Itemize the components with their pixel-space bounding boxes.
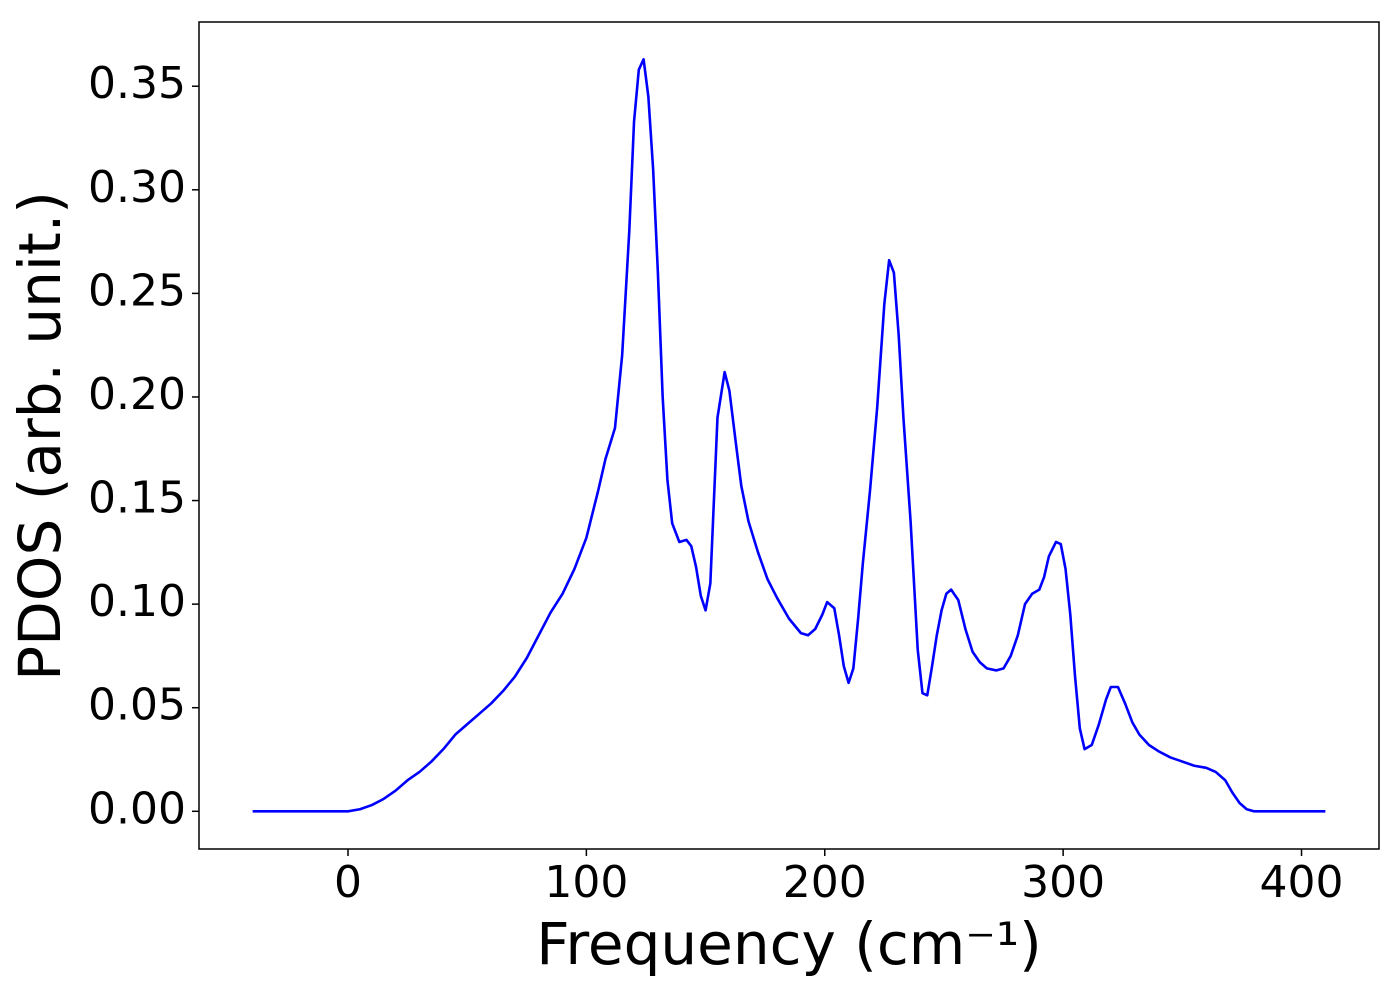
- x-axis-label: Frequency (cm⁻¹): [536, 910, 1042, 978]
- y-tick-label: 0.20: [88, 369, 186, 420]
- y-tick-label: 0.05: [88, 680, 186, 731]
- y-tick-label: 0.25: [88, 265, 186, 316]
- x-tick-label: 100: [544, 857, 628, 908]
- plot-frame: [198, 21, 1380, 850]
- y-tick-label: 0.00: [88, 783, 186, 834]
- y-tick-label: 0.35: [88, 58, 186, 109]
- x-tick-label: 0: [334, 857, 362, 908]
- y-tick-label: 0.15: [88, 473, 186, 524]
- y-tick-label: 0.10: [88, 576, 186, 627]
- x-tick-label: 400: [1260, 857, 1344, 908]
- x-tick-label: 200: [783, 857, 867, 908]
- x-tick-label: 300: [1021, 857, 1105, 908]
- y-axis-label: PDOS (arb. unit.): [6, 191, 74, 681]
- pdos-line: [252, 57, 1326, 813]
- y-tick-label: 0.30: [88, 162, 186, 213]
